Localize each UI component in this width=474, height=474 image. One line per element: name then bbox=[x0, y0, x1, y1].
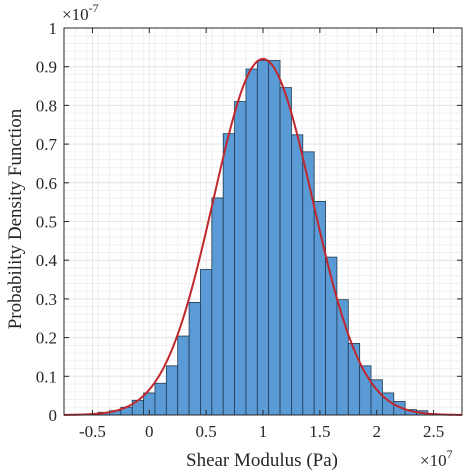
y-tick-label: 0 bbox=[49, 406, 58, 425]
x-tick-label: 2 bbox=[372, 422, 381, 441]
histogram-bar bbox=[279, 87, 292, 416]
x-tick-label: 0 bbox=[145, 422, 154, 441]
y-tick-label: 0.9 bbox=[36, 58, 57, 77]
histogram-bars bbox=[74, 60, 440, 416]
histogram-bar bbox=[177, 335, 190, 416]
histogram-bar bbox=[200, 269, 213, 416]
y-tick-label: 1 bbox=[49, 19, 58, 38]
x-exponent-base: ×10 bbox=[420, 451, 447, 470]
fit-curve bbox=[63, 57, 463, 416]
y-exponent-base: ×10 bbox=[62, 5, 89, 24]
histogram-bar bbox=[245, 68, 258, 416]
y-tick-label: 0.1 bbox=[36, 367, 57, 386]
histogram-bar bbox=[222, 133, 235, 416]
histogram-bar bbox=[234, 101, 247, 416]
y-tick-label: 0.6 bbox=[36, 174, 57, 193]
x-tick-label: 1 bbox=[259, 422, 268, 441]
y-tick-label: 0.8 bbox=[36, 96, 57, 115]
y-tick-label: 0.5 bbox=[36, 213, 57, 232]
histogram-bar bbox=[256, 60, 270, 416]
histogram-bar bbox=[154, 382, 167, 416]
y-tick-label: 0.3 bbox=[36, 290, 57, 309]
y-tick-label: 0.2 bbox=[36, 329, 57, 348]
x-axis-title: Shear Modulus (Pa) bbox=[186, 450, 338, 471]
x-tick-label: 1.5 bbox=[309, 422, 330, 441]
y-ticks: 0 0.1 0.2 0.3 0.4 0.5 0.6 0.7 0.8 0.9 1 bbox=[36, 19, 462, 425]
x-tick-label: 0.5 bbox=[196, 422, 217, 441]
histogram-bar bbox=[347, 343, 361, 416]
x-exponent-power: 7 bbox=[447, 447, 453, 461]
y-exponent-power: -7 bbox=[89, 1, 99, 15]
histogram-bar bbox=[291, 134, 304, 416]
x-tick-label: -0.5 bbox=[79, 422, 106, 441]
x-tick-label: 2.5 bbox=[423, 422, 444, 441]
y-tick-label: 0.7 bbox=[36, 135, 58, 154]
y-exponent-label: ×10-7 bbox=[62, 1, 99, 24]
histogram-bar bbox=[211, 197, 224, 416]
histogram-bar bbox=[165, 365, 179, 416]
histogram-bar bbox=[302, 151, 315, 416]
y-tick-label: 0.4 bbox=[36, 251, 58, 270]
y-axis-title: Probability Density Function bbox=[5, 108, 26, 329]
x-exponent-label: ×107 bbox=[420, 447, 453, 470]
histogram-bar bbox=[268, 60, 281, 416]
histogram-bar bbox=[188, 301, 201, 416]
x-ticks: -0.5 0 0.5 1 1.5 2 2.5 bbox=[79, 28, 444, 441]
